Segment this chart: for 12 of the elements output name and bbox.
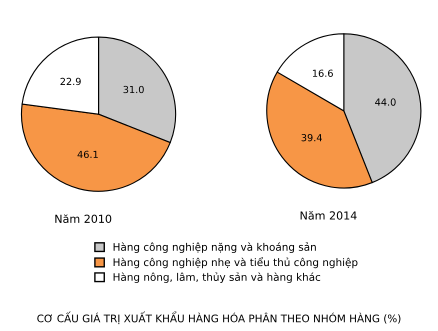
text: CƠ CẤU GIÁ TRỊ XUẤT KHẨU HÀNG HÓA PHÂN THEO NHÓM HÀNG (%) bbox=[37, 311, 400, 324]
data-label: 44.0 bbox=[375, 98, 396, 106]
data-label: 22.9 bbox=[60, 78, 81, 86]
text: Năm 2014 bbox=[300, 211, 357, 220]
legend-label: Hàng nông, lâm, thủy sản và hàng khác bbox=[114, 272, 320, 283]
legend-label: Hàng công nghiệp nhẹ và tiểu thủ công nghiệp bbox=[114, 257, 358, 268]
data-label: 46.1 bbox=[78, 150, 98, 158]
data-label: 39.4 bbox=[302, 134, 322, 142]
data-label: 31.0 bbox=[124, 86, 144, 94]
legend-label: Hàng công nghiệp nặng và khoáng sản bbox=[114, 242, 316, 253]
data-label: 16.6 bbox=[312, 70, 333, 77]
text: Năm 2010 bbox=[55, 214, 112, 224]
